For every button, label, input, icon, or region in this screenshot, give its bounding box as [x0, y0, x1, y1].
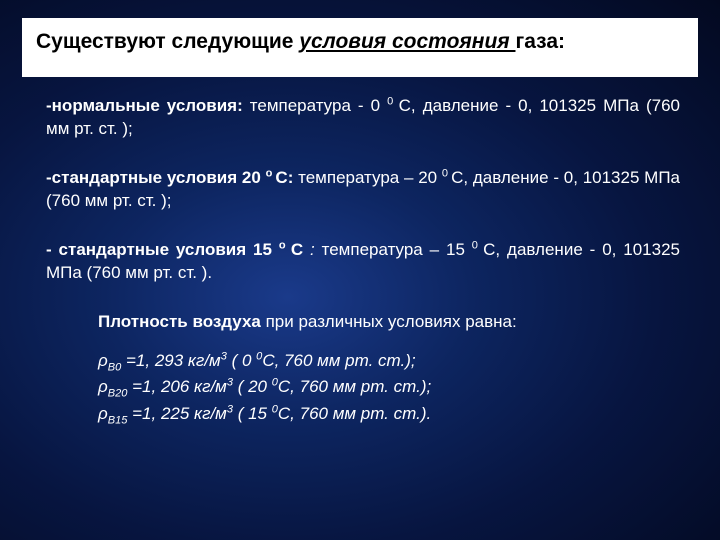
- cond1-label: -нормальные условия:: [46, 96, 243, 115]
- d3-rest2: С, 760 мм рт. ст.).: [278, 404, 431, 423]
- d2-rest2: С, 760 мм рт. ст.);: [278, 377, 431, 396]
- cond1-t1: температура - 0: [243, 96, 387, 115]
- cond2-labelsup: о: [266, 168, 276, 180]
- cond2-t1: температура – 20: [293, 168, 442, 187]
- slide: Существуют следующие условия состояния г…: [0, 0, 720, 540]
- density-title-b: Плотность воздуха: [98, 312, 261, 331]
- density-list: ρВ0 =1, 293 кг/м3 ( 0 0С, 760 мм рт. ст.…: [98, 348, 680, 427]
- density-row-2: ρВ20 =1, 206 кг/м3 ( 20 0С, 760 мм рт. с…: [98, 374, 680, 400]
- density-title-rest: при различных условиях равна:: [261, 312, 517, 331]
- d1-rest2: С, 760 мм рт. ст.);: [262, 351, 415, 370]
- title-post: газа:: [515, 30, 565, 53]
- cond3-labelsup: о: [279, 239, 291, 251]
- d1-sub: В0: [108, 361, 122, 373]
- density-title: Плотность воздуха при различных условиях…: [98, 311, 680, 334]
- cond2-label2: С:: [275, 168, 293, 187]
- cond1-sup: 0: [387, 96, 399, 108]
- d2-val: =1, 206 кг/м: [127, 377, 226, 396]
- cond3-sup: 0: [472, 239, 483, 251]
- title-box: Существуют следующие условия состояния г…: [22, 18, 698, 77]
- d2-rest: ( 20: [233, 377, 272, 396]
- cond2-label: -стандартные условия 20: [46, 168, 266, 187]
- cond3-t1: температура – 15: [315, 240, 472, 259]
- rho-3: ρ: [98, 404, 108, 423]
- density-row-3: ρВ15 =1, 225 кг/м3 ( 15 0С, 760 мм рт. с…: [98, 401, 680, 427]
- condition-1: -нормальные условия: температура - 0 0 С…: [46, 95, 680, 141]
- rho-1: ρ: [98, 351, 108, 370]
- d1-rest: ( 0: [227, 351, 256, 370]
- condition-3: - стандартные условия 15 о С : температу…: [46, 239, 680, 285]
- cond3-label2: С: [291, 240, 310, 259]
- condition-2: -стандартные условия 20 о С: температура…: [46, 167, 680, 213]
- title-pre: Существуют следующие: [36, 30, 299, 53]
- d3-sub: В15: [108, 414, 128, 426]
- cond2-sup: 0: [442, 168, 451, 180]
- density-row-1: ρВ0 =1, 293 кг/м3 ( 0 0С, 760 мм рт. ст.…: [98, 348, 680, 374]
- cond3-label: - стандартные условия 15: [46, 240, 279, 259]
- d3-val: =1, 225 кг/м: [127, 404, 226, 423]
- rho-2: ρ: [98, 377, 108, 396]
- d1-val: =1, 293 кг/м: [121, 351, 220, 370]
- d3-rest: ( 15: [233, 404, 272, 423]
- title-underline: условия состояния: [299, 30, 515, 53]
- d2-sub: В20: [108, 388, 128, 400]
